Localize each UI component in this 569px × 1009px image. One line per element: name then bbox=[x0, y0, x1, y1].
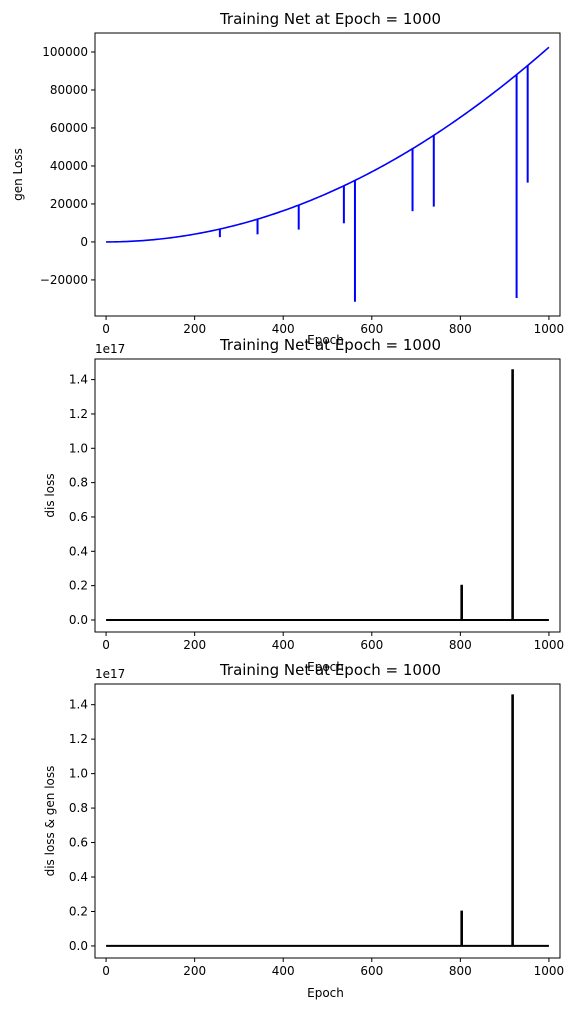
y-tick-label: 1.0 bbox=[69, 767, 88, 781]
gen-loss-line bbox=[106, 46, 550, 243]
x-axis-label: Epoch bbox=[307, 333, 344, 347]
y-tick-label: 1.0 bbox=[69, 441, 88, 455]
subplot-1: 0 200 400 600 800 1000 −20000 0 20000 40000 60000 8… bbox=[11, 10, 564, 347]
chart-title: Training Net at Epoch = 1000 bbox=[219, 10, 441, 28]
x-tick-label: 400 bbox=[272, 638, 295, 652]
x-axis-label: Epoch bbox=[307, 660, 344, 674]
subplot-2: 0 200 400 600 800 1000 0.0 0.2 0.4 0.6 0.8 1.0 1.2 1.… bbox=[43, 336, 564, 674]
series-lines bbox=[106, 46, 550, 302]
y-tick-label: 60000 bbox=[50, 121, 88, 135]
y-tick-label: 1.2 bbox=[69, 732, 88, 746]
y-tick-label: 0.8 bbox=[69, 476, 88, 490]
x-tick-label: 1000 bbox=[534, 322, 565, 336]
x-tick-label: 800 bbox=[449, 638, 472, 652]
y-tick-label: 20000 bbox=[50, 197, 88, 211]
y-tick-label: 0.2 bbox=[69, 904, 88, 918]
x-tick-label: 0 bbox=[102, 964, 110, 978]
axes-frame bbox=[94, 358, 561, 633]
x-tick-label: 200 bbox=[183, 322, 206, 336]
series-lines bbox=[106, 369, 549, 621]
y-tick-label: 0.0 bbox=[69, 613, 88, 627]
chart-title: Training Net at Epoch = 1000 bbox=[219, 336, 441, 354]
x-tick-label: 400 bbox=[272, 322, 295, 336]
x-tick-label: 600 bbox=[360, 964, 383, 978]
y-axis-label: gen Loss bbox=[11, 148, 25, 201]
x-tick-label: 200 bbox=[183, 638, 206, 652]
y-tick-label: 0.8 bbox=[69, 801, 88, 815]
y-tick-label: 0.4 bbox=[69, 544, 88, 558]
y-tick-label: −20000 bbox=[40, 273, 88, 287]
x-tick-label: 600 bbox=[360, 638, 383, 652]
x-axis-label: Epoch bbox=[307, 986, 344, 1000]
y-tick-label: 0.2 bbox=[69, 579, 88, 593]
x-tick-label: 1000 bbox=[534, 638, 565, 652]
y-tick-label: 0.6 bbox=[69, 836, 88, 850]
y-axis-label: dis loss bbox=[43, 473, 57, 517]
y-axis-label: dis loss & gen loss bbox=[43, 766, 57, 877]
subplot-3: 0 200 400 600 800 1000 0.0 0.2 0.4 0.6 0.8 1.0 1.2 1.… bbox=[43, 661, 564, 1000]
y-tick-label: 0.0 bbox=[69, 939, 88, 953]
series-lines bbox=[106, 694, 549, 947]
x-tick-label: 0 bbox=[102, 638, 110, 652]
y-tick-label: 80000 bbox=[50, 83, 88, 97]
chart-title: Training Net at Epoch = 1000 bbox=[219, 661, 441, 679]
x-tick-label: 800 bbox=[449, 322, 472, 336]
y-tick-label: 0.6 bbox=[69, 510, 88, 524]
axes-frame bbox=[94, 683, 561, 959]
x-tick-label: 400 bbox=[272, 964, 295, 978]
y-tick-label: 1.4 bbox=[69, 698, 88, 712]
y-tick-label: 40000 bbox=[50, 159, 88, 173]
x-tick-label: 1000 bbox=[534, 964, 565, 978]
x-tick-label: 200 bbox=[183, 964, 206, 978]
y-tick-label: 0.4 bbox=[69, 870, 88, 884]
y-tick-label: 1.4 bbox=[69, 373, 88, 387]
x-tick-label: 800 bbox=[449, 964, 472, 978]
axes-frame bbox=[94, 32, 561, 317]
y-tick-label: 100000 bbox=[42, 45, 88, 59]
x-tick-label: 600 bbox=[360, 322, 383, 336]
y-offset-label: 1e17 bbox=[95, 342, 125, 356]
x-tick-label: 0 bbox=[102, 322, 110, 336]
y-tick-label: 0 bbox=[80, 235, 88, 249]
y-tick-label: 1.2 bbox=[69, 407, 88, 421]
y-offset-label: 1e17 bbox=[95, 667, 125, 681]
